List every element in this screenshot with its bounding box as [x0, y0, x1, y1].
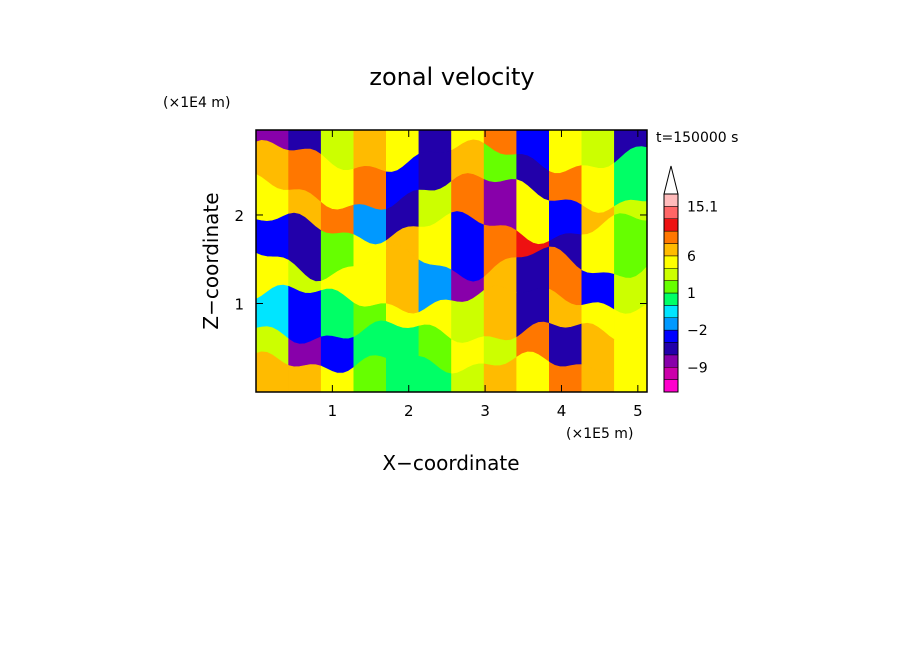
x-axis-ticks: 1 2 3 4 5 [328, 130, 643, 420]
field-cell [320, 365, 355, 392]
colorbar-label: −9 [687, 360, 708, 376]
field-cell [418, 130, 452, 155]
field-cell [581, 364, 615, 392]
field-cell [483, 356, 517, 392]
colorbar-swatch [663, 230, 679, 244]
field-cell [614, 213, 647, 279]
x-tick-label: 1 [328, 402, 338, 420]
y-axis-label: Z−coordinate [199, 192, 223, 329]
colorbar-swatch [663, 317, 679, 331]
field-cell [288, 285, 322, 345]
field-cell [353, 165, 387, 211]
colorbar-swatch [663, 292, 679, 306]
field-cell [418, 355, 452, 392]
field-cell [256, 213, 289, 261]
colorbar-swatch [663, 193, 679, 207]
time-label: t=150000 s [656, 130, 738, 146]
field-cell [288, 364, 322, 392]
field-cell [418, 150, 452, 192]
colorbar-swatch [663, 243, 679, 257]
colorbar-label: 1 [687, 286, 696, 302]
colorbar-swatch [663, 280, 679, 294]
field-cell [353, 355, 387, 392]
field-cell [581, 162, 615, 214]
field-cell [386, 355, 420, 392]
y-axis-ticks: 12 [234, 207, 647, 313]
x-tick-label: 2 [404, 402, 414, 420]
field-cell [320, 335, 355, 374]
colorbar-swatch [663, 379, 679, 393]
y-tick-label: 1 [234, 295, 244, 313]
field-cell [549, 361, 583, 392]
field-cell [256, 351, 289, 392]
field-cell [516, 351, 550, 392]
field-cell [451, 363, 485, 392]
colorbar-swatch [663, 218, 679, 232]
y-unit-label: (×1E4 m) [163, 95, 230, 111]
colorbar-extend-arrow [663, 165, 679, 195]
x-unit-label: (×1E5 m) [566, 426, 633, 442]
colorbar-label: −2 [687, 323, 708, 339]
field-cell [581, 130, 615, 169]
colorbar: 15.1 6 1 −2 −9 [663, 165, 718, 393]
chart-title: zonal velocity [369, 63, 534, 91]
colorbar-swatch [663, 342, 679, 356]
colorbar-swatch [663, 367, 679, 380]
field-cell [483, 285, 517, 341]
colorbar-swatch [663, 268, 679, 281]
colorbar-swatch [663, 354, 679, 368]
x-tick-label: 4 [557, 402, 567, 420]
field-cell [614, 355, 647, 392]
colorbar-swatch [663, 329, 679, 343]
colorbar-frame [663, 193, 679, 393]
colorbar-swatch [663, 255, 679, 269]
y-tick-label: 2 [234, 207, 244, 225]
colorbar-label: 6 [687, 249, 696, 265]
colorbar-swatch [663, 305, 679, 318]
velocity-field [256, 130, 647, 392]
x-axis-label: X−coordinate [382, 451, 519, 475]
x-tick-label: 5 [633, 402, 643, 420]
field-cell [483, 179, 517, 232]
field-cell [549, 322, 583, 367]
x-tick-label: 3 [480, 402, 490, 420]
field-cell [549, 130, 583, 174]
plot-frame [255, 129, 648, 393]
colorbar-swatch [663, 206, 679, 219]
field-cell [353, 130, 387, 173]
colorbar-label: 15.1 [687, 199, 718, 215]
